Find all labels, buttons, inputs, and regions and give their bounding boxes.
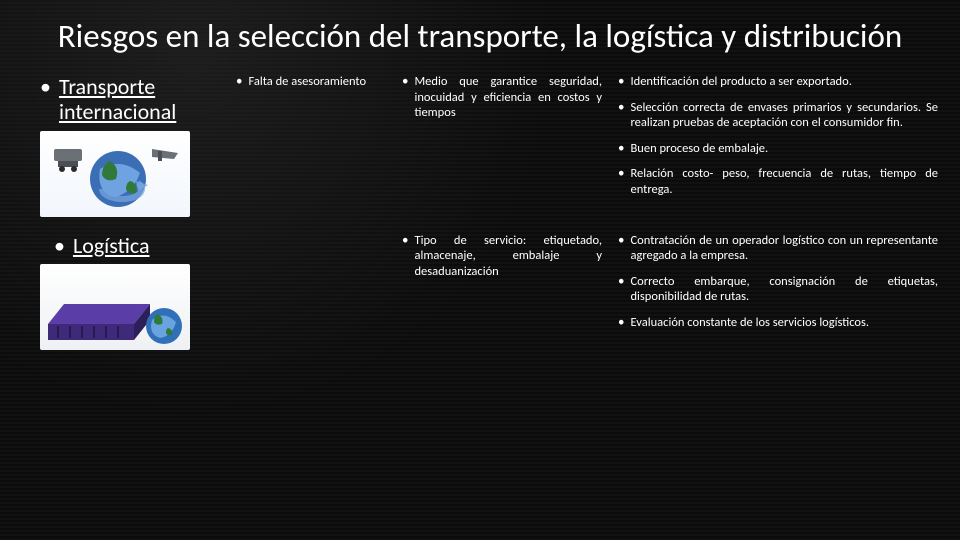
bullet-text: Contratación de un operador logístico co… <box>630 233 938 264</box>
bullet-text: Relación costo- peso, frecuencia de ruta… <box>630 166 938 197</box>
bullet-item: Correcto embarque, consignación de etiqu… <box>618 274 938 305</box>
section-1-left: • Transporte internacional <box>40 74 220 217</box>
section-1-col4: Identificación del producto a ser export… <box>618 74 938 208</box>
slide: Riesgos en la selección del transporte, … <box>0 0 960 540</box>
section-2-col3: Tipo de servicio: etiquetado, almacenaje… <box>402 233 602 290</box>
slide-title: Riesgos en la selección del transporte, … <box>40 18 920 56</box>
section-heading-label: Logística <box>73 233 150 258</box>
bullet-item: Evaluación constante de los servicios lo… <box>618 315 938 331</box>
bullet-dot: • <box>40 76 51 98</box>
bullet-text: Correcto embarque, consignación de etiqu… <box>630 274 938 305</box>
container-globe-icon <box>40 264 190 350</box>
section-heading-transporte: • Transporte internacional <box>40 74 220 125</box>
content-grid: • Transporte internacional <box>40 74 920 350</box>
bullet-item: Buen proceso de embalaje. <box>618 141 938 157</box>
bullet-text: Medio que garantice seguridad, inocuidad… <box>414 74 602 121</box>
section-1-col2: Falta de asesoramiento <box>236 74 386 100</box>
bullet-item: Tipo de servicio: etiquetado, almacenaje… <box>402 233 602 280</box>
bullet-text: Evaluación constante de los servicios lo… <box>630 315 869 331</box>
bullet-item: Falta de asesoramiento <box>236 74 386 90</box>
section-heading-label: Transporte internacional <box>59 74 220 125</box>
bullet-text: Falta de asesoramiento <box>248 74 366 90</box>
bullet-text: Tipo de servicio: etiquetado, almacenaje… <box>414 233 602 280</box>
section-heading-logistica: • Logística <box>54 233 150 258</box>
bullet-item: Contratación de un operador logístico co… <box>618 233 938 264</box>
section-1-col3: Medio que garantice seguridad, inocuidad… <box>402 74 602 131</box>
bullet-text: Identificación del producto a ser export… <box>630 74 851 90</box>
bullet-item: Medio que garantice seguridad, inocuidad… <box>402 74 602 121</box>
bullet-item: Relación costo- peso, frecuencia de ruta… <box>618 166 938 197</box>
bullet-dot: • <box>54 235 65 257</box>
bullet-text: Buen proceso de embalaje. <box>630 141 768 157</box>
bullet-item: Selección correcta de envases primarios … <box>618 100 938 131</box>
globe-transport-icon <box>40 131 190 217</box>
section-2-col4: Contratación de un operador logístico co… <box>618 233 938 341</box>
bullet-text: Selección correcta de envases primarios … <box>630 100 938 131</box>
bullet-item: Identificación del producto a ser export… <box>618 74 938 90</box>
section-2-left: • Logística <box>40 233 220 350</box>
